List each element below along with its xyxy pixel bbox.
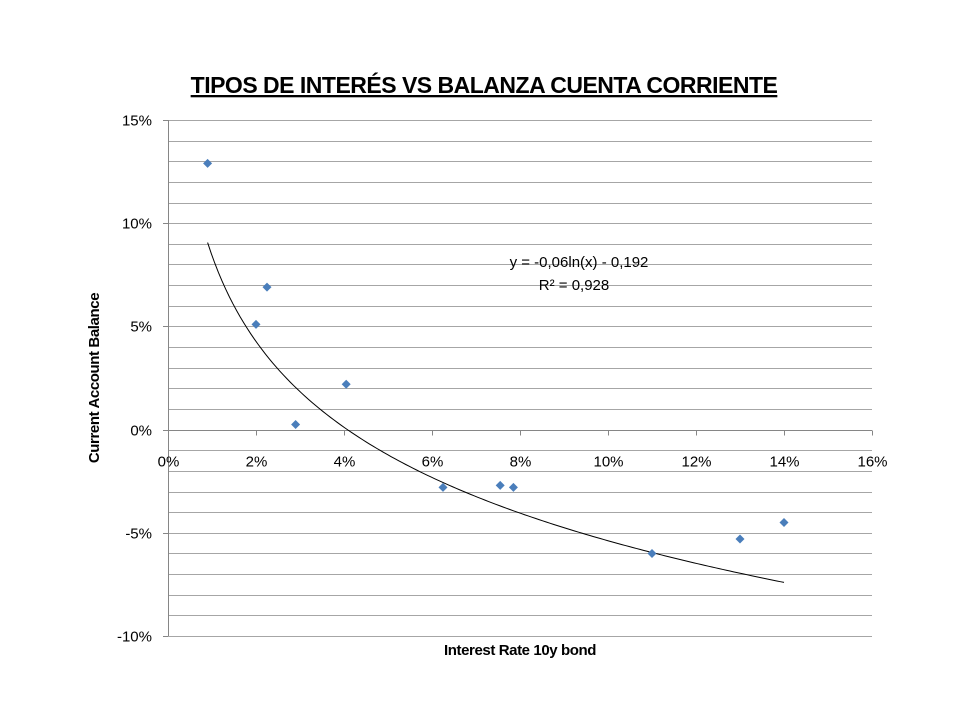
data-point	[291, 419, 301, 429]
axes	[163, 120, 873, 637]
y-tick-label: 15%	[122, 113, 152, 130]
x-tick-label: 12%	[681, 454, 711, 471]
data-point	[495, 480, 505, 490]
data-point	[647, 548, 657, 558]
data-point	[341, 379, 351, 389]
y-axis-title: Current Account Balance	[86, 293, 103, 463]
x-axis-title: Interest Rate 10y bond	[444, 642, 596, 659]
gridlines	[168, 120, 872, 637]
trendline-equation: y = -0,06ln(x) - 0,192	[510, 254, 649, 271]
x-tick-label: 0%	[158, 454, 180, 471]
y-tick-label: -10%	[117, 629, 152, 646]
data-point	[779, 517, 789, 527]
data-point	[262, 282, 272, 292]
chart-title: TIPOS DE INTERÉS VS BALANZA CUENTA CORRI…	[191, 71, 778, 98]
x-tick-label: 16%	[857, 454, 887, 471]
x-tick-label: 14%	[769, 454, 799, 471]
x-tick-label: 10%	[593, 454, 623, 471]
data-point	[203, 158, 213, 168]
tick-labels: 15% 10% 5% 0% -5% -10% 0% 2% 4% 6% 8% 10% 12% 14% 16%	[117, 113, 888, 646]
r-squared-label: R² = 0,928	[539, 277, 609, 294]
y-tick-label: 5%	[130, 319, 152, 336]
data-points	[203, 158, 789, 558]
data-point	[735, 534, 745, 544]
y-tick-label: 10%	[122, 216, 152, 233]
x-tick-label: 6%	[422, 454, 444, 471]
x-tick-label: 2%	[246, 454, 268, 471]
data-point	[251, 319, 261, 329]
data-point	[438, 482, 448, 492]
trendline	[207, 242, 785, 583]
x-tick-label: 8%	[510, 454, 532, 471]
y-tick-label: -5%	[125, 526, 152, 543]
y-tick-label: 0%	[130, 423, 152, 440]
x-tick-label: 4%	[334, 454, 356, 471]
data-point	[508, 482, 518, 492]
